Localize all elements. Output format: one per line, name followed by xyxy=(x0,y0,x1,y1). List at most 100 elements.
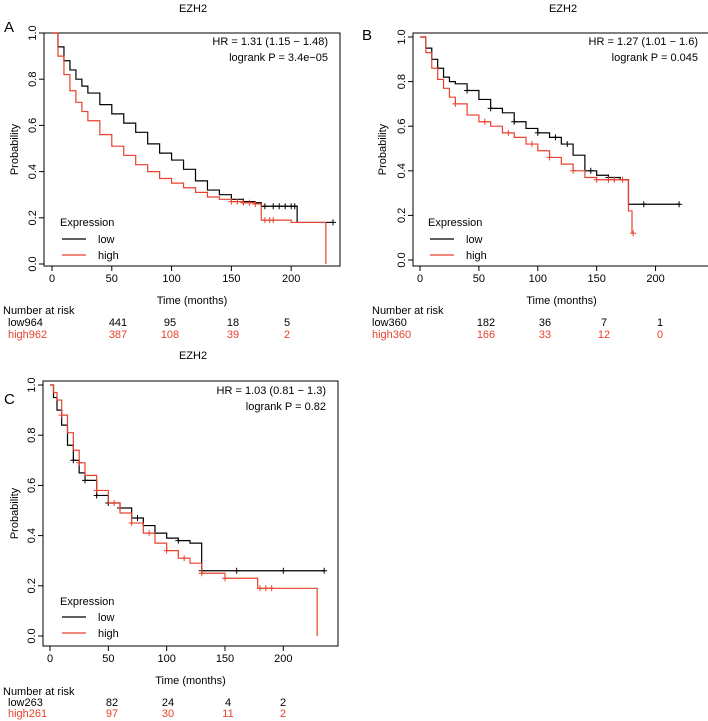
legend-title: Expression xyxy=(428,217,482,229)
censor-mark-high xyxy=(58,412,65,419)
censor-mark-low xyxy=(282,203,289,210)
censor-mark-high xyxy=(234,198,241,205)
censor-mark-high xyxy=(240,199,247,206)
legend-item-high: high xyxy=(98,250,119,262)
risk-count: 24 xyxy=(162,697,174,709)
censor-mark-low xyxy=(487,105,494,112)
censor-mark-low xyxy=(270,203,277,210)
y-tick-label: 0.8 xyxy=(27,72,39,87)
logrank-text: logrank P = 3.4e−05 xyxy=(229,52,328,64)
risk-count: 2 xyxy=(284,329,290,341)
censor-mark-high xyxy=(198,570,205,577)
legend-item-low: low xyxy=(466,234,483,246)
x-tick-label: 0 xyxy=(417,273,423,285)
censor-mark-high xyxy=(111,499,118,506)
censor-mark-high xyxy=(252,200,259,207)
x-tick-label: 200 xyxy=(646,273,664,285)
censor-mark-high xyxy=(146,530,153,537)
y-tick-label: 0.4 xyxy=(26,528,38,543)
x-tick-label: 50 xyxy=(102,653,114,665)
y-tick-label: 0.4 xyxy=(27,164,39,179)
censor-mark-low xyxy=(676,201,683,208)
x-tick-label: 150 xyxy=(216,653,234,665)
y-tick-label: 0.6 xyxy=(26,478,38,493)
censor-mark-high xyxy=(570,167,577,174)
km-panel-A: A EZH2 0 50 100 150 200 0.0 0.2 0.4 0.6 0.8 1.0 Time … xyxy=(3,3,341,341)
censor-mark-low xyxy=(261,203,268,210)
legend-item-low: low xyxy=(98,234,115,246)
censor-mark-low xyxy=(552,134,559,141)
x-tick-label: 50 xyxy=(473,273,485,285)
y-tick-label: 0.2 xyxy=(396,208,408,223)
logrank-text: logrank P = 0.045 xyxy=(612,52,698,64)
risk-count: 1 xyxy=(657,317,663,329)
censor-mark-high xyxy=(505,129,512,136)
censor-mark-high xyxy=(246,199,253,206)
risk-count: 2 xyxy=(280,708,286,720)
risk-count: 108 xyxy=(161,329,179,341)
chart-title: EZH2 xyxy=(179,3,207,15)
y-tick-label: 0.2 xyxy=(26,578,38,593)
censor-mark-low xyxy=(280,567,287,574)
censor-mark-low xyxy=(511,118,518,125)
y-tick-label: 0.4 xyxy=(396,163,408,178)
censor-mark-low xyxy=(534,129,541,136)
series-high-line xyxy=(52,32,327,264)
risk-row-label: high962 xyxy=(8,329,47,341)
x-tick-label: 200 xyxy=(282,273,300,285)
censor-mark-low xyxy=(564,141,571,148)
risk-count: 441 xyxy=(109,317,127,329)
censor-mark-low xyxy=(233,567,240,574)
hazard-ratio-text: HR = 1.31 (1.15 − 1.48) xyxy=(212,36,328,48)
censor-mark-high xyxy=(630,230,637,237)
legend-item-high: high xyxy=(466,250,487,262)
legend-item-high: high xyxy=(98,628,119,640)
censor-mark-high xyxy=(257,585,263,592)
series-high-line xyxy=(420,36,633,234)
risk-count: 2 xyxy=(280,697,286,709)
y-tick-label: 0.0 xyxy=(26,628,38,643)
x-tick-label: 150 xyxy=(587,273,605,285)
y-tick-label: 0.0 xyxy=(27,256,39,271)
censor-mark-low xyxy=(93,492,100,499)
censor-mark-high xyxy=(93,487,100,494)
censor-mark-high xyxy=(76,459,83,466)
risk-row-label: low263 xyxy=(8,697,43,709)
km-panel-B: B EZH2 0 50 100 150 200 0.0 0.2 0.4 0.6 0.8 1.0 Time … xyxy=(362,3,708,341)
censor-mark-high xyxy=(605,176,612,183)
risk-count: 7 xyxy=(601,317,607,329)
risk-count: 95 xyxy=(164,317,176,329)
x-tick-label: 200 xyxy=(274,653,292,665)
censor-mark-low xyxy=(464,87,471,94)
risk-row-label: high261 xyxy=(8,708,47,720)
risk-row-label: low360 xyxy=(372,317,407,329)
censor-mark-high xyxy=(452,100,459,107)
legend-title: Expression xyxy=(60,596,114,608)
censor-mark-low xyxy=(321,567,328,574)
censor-mark-high xyxy=(163,547,170,554)
x-axis-label: Time (months) xyxy=(157,295,228,307)
risk-row-label: low964 xyxy=(8,317,43,329)
censor-mark-low xyxy=(640,201,647,208)
risk-count: 18 xyxy=(227,317,239,329)
x-axis-label: Time (months) xyxy=(155,675,226,687)
x-tick-label: 100 xyxy=(529,273,547,285)
risk-count: 36 xyxy=(539,317,551,329)
risk-count: 82 xyxy=(106,697,118,709)
censor-mark-low xyxy=(330,219,337,226)
risk-count: 4 xyxy=(225,697,231,709)
censor-mark-high xyxy=(228,198,235,205)
x-tick-label: 50 xyxy=(106,273,118,285)
y-tick-label: 0.8 xyxy=(396,74,408,89)
censor-mark-high xyxy=(128,520,135,527)
risk-count: 11 xyxy=(222,708,233,720)
risk-count: 182 xyxy=(477,317,495,329)
hazard-ratio-text: HR = 1.03 (0.81 − 1.3) xyxy=(217,385,326,397)
plot-frame xyxy=(43,32,341,267)
y-axis-label: Probability xyxy=(377,123,389,175)
risk-count: 30 xyxy=(162,708,174,720)
y-tick-label: 0.6 xyxy=(27,118,39,133)
panel-label: B xyxy=(362,27,372,44)
x-axis-label: Time (months) xyxy=(526,295,597,307)
censor-mark-low xyxy=(82,477,88,484)
